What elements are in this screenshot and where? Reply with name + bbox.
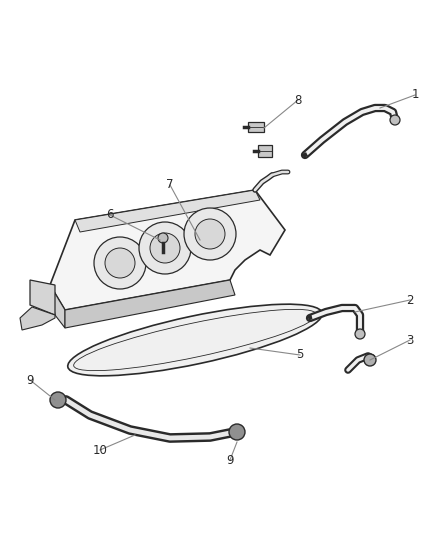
Polygon shape	[20, 307, 55, 330]
Circle shape	[195, 219, 225, 249]
Text: 7: 7	[166, 179, 174, 191]
Polygon shape	[30, 280, 55, 315]
Polygon shape	[258, 145, 272, 157]
Polygon shape	[65, 280, 235, 328]
Circle shape	[150, 233, 180, 263]
Polygon shape	[50, 285, 65, 328]
Text: 8: 8	[294, 93, 302, 107]
Text: 3: 3	[406, 334, 413, 346]
Polygon shape	[248, 122, 264, 132]
Text: 9: 9	[226, 454, 234, 466]
Text: 9: 9	[26, 374, 34, 386]
Text: 1: 1	[411, 88, 419, 101]
Text: 6: 6	[106, 208, 114, 222]
Text: 5: 5	[297, 349, 304, 361]
Text: 2: 2	[406, 294, 414, 306]
Polygon shape	[75, 190, 260, 232]
Circle shape	[50, 392, 66, 408]
Circle shape	[184, 208, 236, 260]
Circle shape	[229, 424, 245, 440]
Circle shape	[94, 237, 146, 289]
Circle shape	[364, 354, 376, 366]
Circle shape	[355, 329, 365, 339]
Text: 10: 10	[92, 443, 107, 456]
Polygon shape	[50, 190, 285, 310]
Circle shape	[105, 248, 135, 278]
Circle shape	[158, 233, 168, 243]
Ellipse shape	[68, 304, 322, 376]
Circle shape	[139, 222, 191, 274]
Circle shape	[390, 115, 400, 125]
